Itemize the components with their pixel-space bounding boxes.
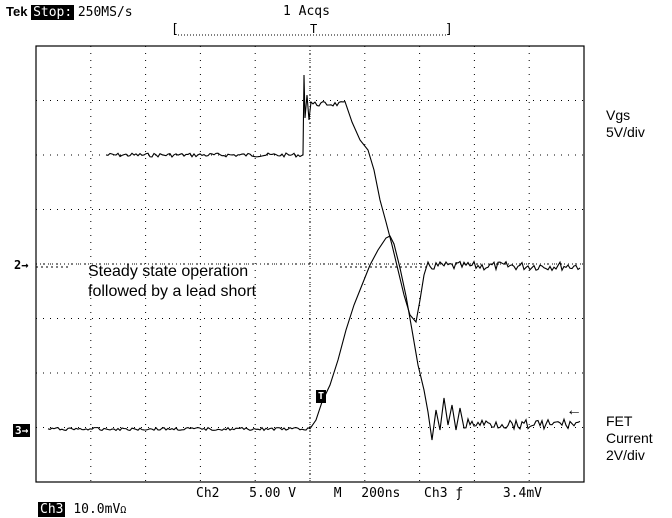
fet-line-2: Current xyxy=(606,430,653,446)
annotation-text: Steady state operation followed by a lea… xyxy=(88,262,256,302)
vgs-name: Vgs xyxy=(606,107,631,123)
record-bracket-left: [ xyxy=(171,22,179,37)
scope-header: Tek Stop: 250MS/s xyxy=(6,4,133,20)
fet-current-trace xyxy=(47,235,581,441)
footer-line-2: Ch3 10.0mVΩ xyxy=(38,502,126,517)
fet-line-1: FET xyxy=(606,413,633,429)
sample-rate: 250MS/s xyxy=(77,5,133,20)
timebase-value: 200ns xyxy=(361,486,401,501)
vgs-label: Vgs 5V/div xyxy=(606,107,645,141)
ch3-scale: 10.0mV xyxy=(73,502,121,517)
ch2-label: Ch2 xyxy=(196,486,220,501)
waveform-trigger-marker: T xyxy=(316,390,327,403)
vgs-trace xyxy=(105,74,581,324)
fet-current-label: FET Current 2V/div xyxy=(606,413,653,464)
trigger-level: 3.4mV xyxy=(502,486,542,501)
footer-line-1: Ch2 5.00 V M 200ns Ch3 ƒ 3.4mV xyxy=(196,486,542,501)
annotation-line-2: followed by a lead short xyxy=(88,283,257,300)
trigger-position-mark: T xyxy=(310,22,318,36)
annotation-line-1: Steady state operation xyxy=(88,263,249,280)
brand-label: Tek xyxy=(6,4,28,19)
run-state-badge: Stop: xyxy=(31,5,75,20)
timebase-label: M xyxy=(333,486,342,501)
ch3-ground-marker: 3→ xyxy=(13,424,31,437)
ch3-label: Ch3 xyxy=(38,502,66,517)
trigger-level-arrow-icon: ← xyxy=(566,402,582,419)
record-bracket-right: ] xyxy=(445,22,453,37)
trigger-source: Ch3 xyxy=(424,486,448,501)
trigger-slope-icon: ƒ xyxy=(455,486,464,501)
ch3-unit: Ω xyxy=(120,505,127,516)
acquisition-count: 1 Acqs xyxy=(283,4,330,19)
vgs-scale: 5V/div xyxy=(606,124,645,140)
fet-scale: 2V/div xyxy=(606,447,645,463)
ch2-ground-marker: 2→ xyxy=(14,258,29,272)
ch2-scale: 5.00 V xyxy=(249,486,297,501)
